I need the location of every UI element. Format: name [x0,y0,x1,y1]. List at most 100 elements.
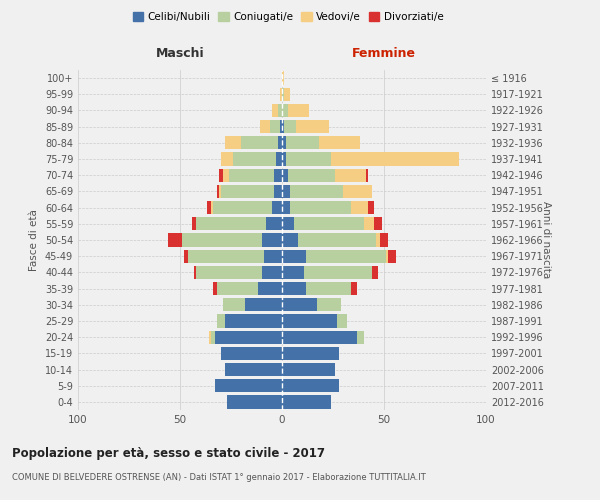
Bar [282,282,307,295]
Bar [217,314,225,328]
Bar [307,250,386,263]
Bar [307,282,352,295]
Bar [270,120,280,134]
Bar [206,201,211,214]
Bar [282,346,339,360]
Bar [282,185,290,198]
Y-axis label: Fasce di età: Fasce di età [29,209,39,271]
Bar [352,282,358,295]
Bar [266,217,282,230]
Bar [196,266,262,279]
Bar [282,314,337,328]
Bar [168,234,182,246]
Bar [278,104,282,117]
Bar [286,152,331,166]
Bar [294,217,364,230]
Bar [211,201,212,214]
Bar [209,330,211,344]
Bar [282,88,284,101]
Bar [282,234,298,246]
Bar [274,185,282,198]
Bar [282,72,284,85]
Bar [212,201,272,214]
Bar [376,234,380,246]
Bar [274,168,282,182]
Bar [282,201,290,214]
Bar [278,136,282,149]
Bar [192,217,196,230]
Bar [211,330,215,344]
Bar [282,330,358,344]
Bar [282,298,317,312]
Text: COMUNE DI BELVEDERE OSTRENSE (AN) - Dati ISTAT 1° gennaio 2017 - Elaborazione TU: COMUNE DI BELVEDERE OSTRENSE (AN) - Dati… [12,472,426,482]
Bar [280,88,282,101]
Bar [219,168,223,182]
Bar [257,282,282,295]
Bar [215,379,282,392]
Bar [364,217,374,230]
Bar [288,104,308,117]
Bar [372,266,378,279]
Bar [358,330,364,344]
Bar [282,152,286,166]
Bar [288,168,335,182]
Bar [217,185,219,198]
Bar [374,217,382,230]
Bar [225,363,282,376]
Bar [225,314,282,328]
Bar [221,152,233,166]
Bar [337,314,347,328]
Bar [296,120,329,134]
Text: Femmine: Femmine [352,48,416,60]
Bar [263,250,282,263]
Bar [245,298,282,312]
Bar [380,234,388,246]
Bar [225,136,241,149]
Bar [284,120,296,134]
Bar [282,379,339,392]
Bar [319,136,359,149]
Bar [282,168,288,182]
Bar [290,185,343,198]
Bar [194,266,196,279]
Bar [272,104,278,117]
Legend: Celibi/Nubili, Coniugati/e, Vedovi/e, Divorziati/e: Celibi/Nubili, Coniugati/e, Vedovi/e, Di… [128,8,448,26]
Bar [188,250,263,263]
Bar [223,168,229,182]
Bar [331,152,460,166]
Bar [365,168,368,182]
Bar [304,266,372,279]
Bar [217,282,257,295]
Bar [223,298,245,312]
Bar [282,363,335,376]
Bar [229,168,274,182]
Bar [282,266,304,279]
Bar [290,201,352,214]
Bar [241,136,278,149]
Bar [335,168,365,182]
Bar [282,104,288,117]
Bar [286,136,319,149]
Bar [227,396,282,408]
Bar [282,250,307,263]
Bar [282,396,331,408]
Bar [212,282,217,295]
Bar [282,120,284,134]
Text: Popolazione per età, sesso e stato civile - 2017: Popolazione per età, sesso e stato civil… [12,448,325,460]
Text: Maschi: Maschi [155,48,205,60]
Bar [386,250,388,263]
Bar [368,201,374,214]
Bar [276,152,282,166]
Y-axis label: Anni di nascita: Anni di nascita [541,202,551,278]
Bar [182,234,262,246]
Bar [196,217,266,230]
Bar [272,201,282,214]
Bar [221,185,274,198]
Bar [262,234,282,246]
Bar [280,120,282,134]
Bar [282,217,294,230]
Bar [298,234,376,246]
Bar [388,250,396,263]
Bar [219,185,221,198]
Bar [282,136,286,149]
